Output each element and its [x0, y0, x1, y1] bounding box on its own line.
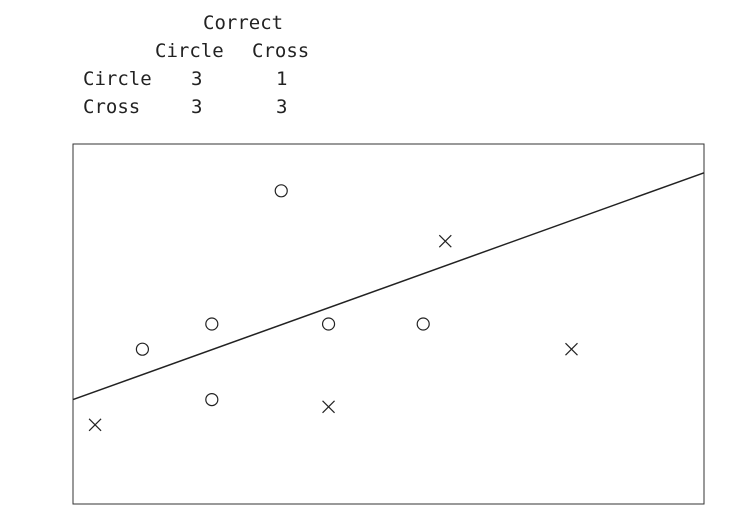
column-header-cross: Cross [252, 40, 310, 62]
cell-cross-circle: 3 [191, 96, 203, 118]
cell-circle-cross: 1 [276, 68, 288, 90]
column-header-circle: Circle [155, 40, 224, 62]
plot-marks [72, 172, 705, 432]
circle-point-2 [135, 342, 150, 356]
circle-point-1 [274, 184, 288, 198]
circle-point-6 [416, 317, 430, 331]
confusion-table: Correct Circle Cross Circle 3 1 Cross 3 … [0, 0, 360, 130]
circle-point-4 [205, 393, 219, 407]
decision-line [72, 172, 705, 401]
cross-point-1 [88, 418, 102, 432]
cell-circle-circle: 3 [191, 68, 203, 90]
cross-point-4 [565, 342, 578, 356]
circle-point-3 [205, 317, 219, 331]
plot-frame [72, 143, 705, 505]
table-header-correct: Correct [203, 12, 284, 34]
cross-point-2 [322, 400, 335, 414]
circle-point-5 [321, 317, 336, 331]
cell-cross-cross: 3 [276, 96, 288, 118]
row-label-circle: Circle [83, 68, 152, 90]
cross-point-3 [438, 234, 452, 248]
row-label-cross: Cross [83, 96, 141, 118]
